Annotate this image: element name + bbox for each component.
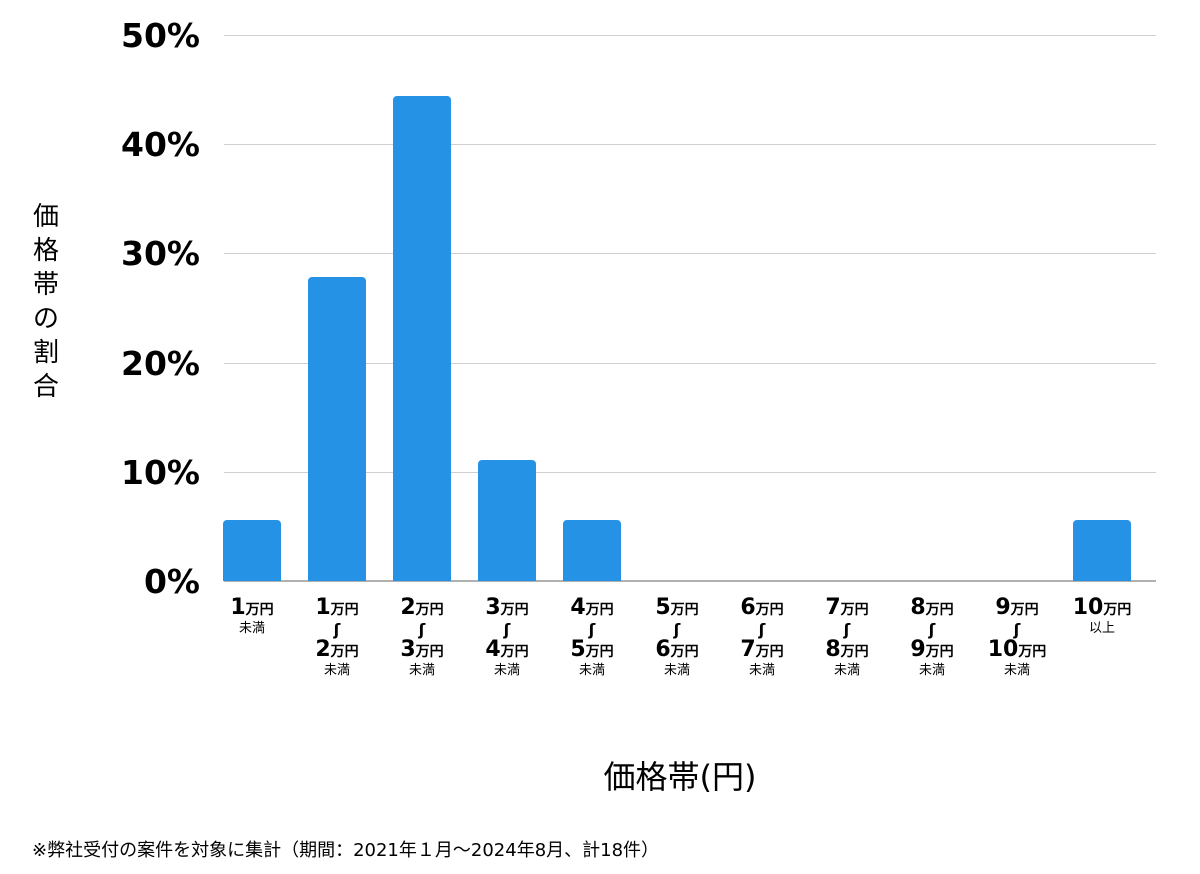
x-axis-label: 価格帯(円) xyxy=(603,758,757,796)
x-category-label: 6万円 ʃ 7万円 未満 xyxy=(740,595,784,678)
y-tick-label: 20% xyxy=(121,344,200,383)
gridline xyxy=(224,472,1156,473)
bar xyxy=(308,277,366,581)
bar xyxy=(1073,519,1131,581)
bar xyxy=(223,519,281,581)
x-category-label: 1万円 ʃ 2万円 未満 xyxy=(315,595,359,678)
x-category-label: 10万円 以上 xyxy=(1072,595,1132,636)
y-tick-label: 0% xyxy=(143,562,200,601)
x-category-label: 4万円 ʃ 5万円 未満 xyxy=(570,595,614,678)
bar xyxy=(478,459,536,581)
footnote: ※弊社受付の案件を対象に集計（期間：2021年１月〜2024年8月、計18件） xyxy=(32,840,660,861)
y-tick-label: 10% xyxy=(121,453,200,492)
bar xyxy=(563,519,621,581)
gridline xyxy=(224,253,1156,254)
x-category-label: 9万円 ʃ 10万円 未満 xyxy=(987,595,1047,678)
y-tick-label: 50% xyxy=(121,16,200,55)
y-axis-label: 価格帯の割合 xyxy=(32,202,59,402)
y-tick-label: 40% xyxy=(121,125,200,164)
x-category-label: 2万円 ʃ 3万円 未満 xyxy=(400,595,444,678)
bar xyxy=(393,96,451,581)
gridline xyxy=(224,35,1156,36)
x-category-label: 5万円 ʃ 6万円 未満 xyxy=(655,595,699,678)
x-category-label: 7万円 ʃ 8万円 未満 xyxy=(825,595,869,678)
x-category-label: 3万円 ʃ 4万円 未満 xyxy=(485,595,529,678)
gridline xyxy=(224,144,1156,145)
x-category-label: 8万円 ʃ 9万円 未満 xyxy=(910,595,954,678)
x-category-label: 1万円 未満 xyxy=(230,595,274,636)
x-axis-line xyxy=(224,580,1156,582)
y-tick-label: 30% xyxy=(121,234,200,273)
gridline xyxy=(224,363,1156,364)
